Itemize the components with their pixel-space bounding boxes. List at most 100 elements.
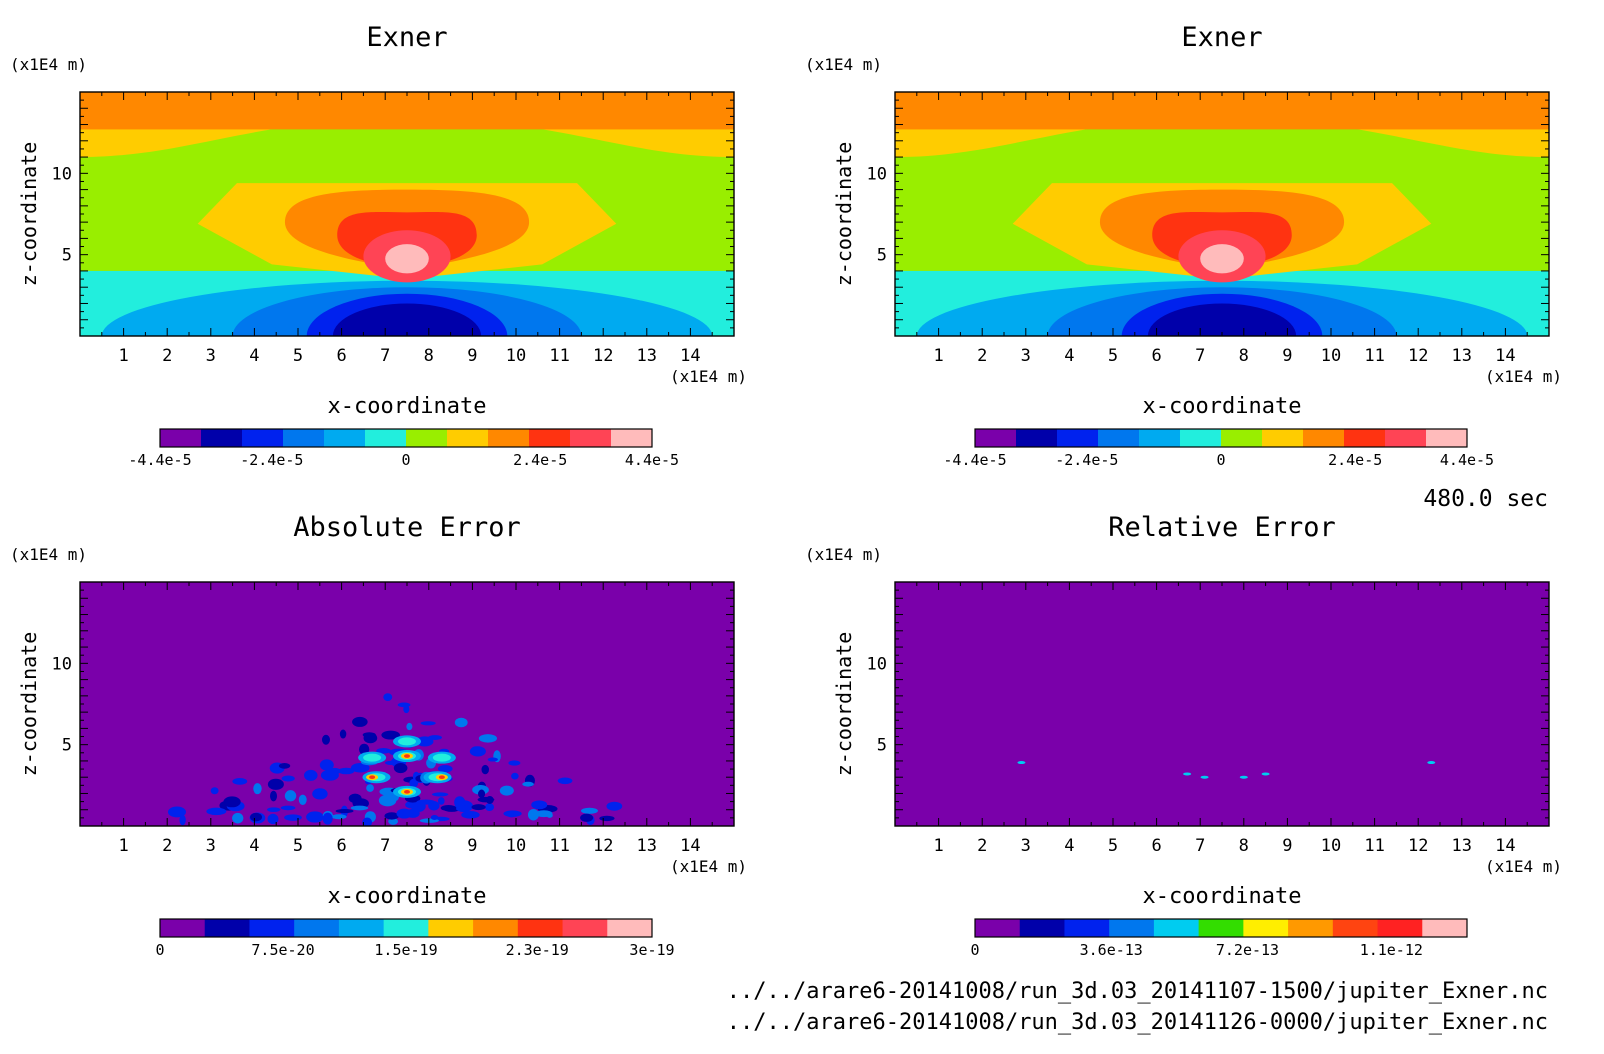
x-tick-label: 1 [933,346,943,366]
colorbar-swatch [1422,919,1468,937]
error-blob [430,815,439,820]
contour-band [385,244,429,274]
colorbar-tick-label: -2.4e-5 [1055,451,1118,469]
y-axis-label: z-coordinate [832,142,856,287]
error-blob [384,812,400,820]
error-blob [535,810,553,818]
error-blob [481,764,490,775]
error-blob [250,812,263,822]
error-blob [478,789,486,799]
error-blob [267,813,279,825]
y-tick-label: 10 [52,164,72,184]
contour-band [332,303,482,336]
x-tick-label: 4 [249,346,259,366]
error-blob [454,796,466,809]
x-tick-label: 3 [206,346,216,366]
error-blob [506,810,517,818]
x-tick-label: 10 [1321,346,1341,366]
colorbar-swatch [406,429,448,447]
colorbar-tick-label: -4.4e-5 [943,451,1006,469]
error-blob [280,805,296,811]
error-blob [469,746,486,757]
error-blob [397,702,411,708]
x-tick-label: 13 [1452,346,1472,366]
x-tick-label: 14 [680,346,700,366]
x-tick-label: 8 [424,836,434,856]
colorbar-swatch [1221,429,1263,447]
colorbar-swatch [611,429,653,447]
error-blob [1261,772,1270,776]
colorbar-swatch [201,429,243,447]
colorbar-swatch [975,429,1017,447]
x-tick-label: 14 [680,836,700,856]
colorbar-tick-label: 0 [1216,451,1225,469]
error-blob [304,769,318,781]
error-blob [319,759,334,771]
colorbar: -4.4e-5 -2.4e-5 0 2.4e-5 4.4e-5 [128,428,679,469]
error-blob [350,805,369,811]
colorbar-tick-label: 3e-19 [629,941,674,959]
colorbar-swatch [428,919,474,937]
panel-title: Exner [1181,22,1262,53]
x-tick-label: 12 [593,836,613,856]
x-unit-label: (x1E4 m) [1485,367,1562,386]
x-tick-label: 8 [1239,836,1249,856]
error-blob [1427,761,1436,765]
colorbar-tick-label: -2.4e-5 [240,451,303,469]
colorbar-swatch [529,429,571,447]
colorbar-swatch [1139,429,1181,447]
error-blob [321,734,330,745]
colorbar-swatch [607,919,653,937]
x-tick-label: 1 [118,346,128,366]
error-blob [508,760,521,766]
error-blob [232,777,248,785]
error-blob [527,808,539,821]
error-blob [335,809,354,814]
colorbar-frame [974,918,1468,938]
x-unit-label: (x1E4 m) [670,367,747,386]
x-tick-label: 8 [1239,346,1249,366]
relative-error-panel: Relative Error (x1E4 m) 1 2 3 4 5 6 7 8 9 10 11 12 1… [805,512,1562,959]
error-blob [363,732,378,744]
colorbar-tick-label: 7.5e-20 [251,941,314,959]
contour-band [895,92,1549,130]
error-blob [350,763,370,773]
colorbar-swatch [1180,429,1222,447]
error-blob [416,799,436,805]
colorbar-swatch [1344,429,1386,447]
x-tick-label: 1 [933,836,943,856]
colorbar-swatch [204,919,250,937]
colorbar-swatch [1243,919,1289,937]
colorbar-tick-label: 1.5e-19 [374,941,437,959]
error-blob [428,735,443,740]
colorbar-tick-label: 4.4e-5 [1440,451,1494,469]
colorbar-frame [159,918,653,938]
colorbar-tick-label: 4.4e-5 [625,451,679,469]
y-axis-label: z-coordinate [832,632,856,777]
error-blob [352,716,368,727]
x-tick-label: 13 [1452,836,1472,856]
error-blob [404,754,410,758]
x-tick-label: 14 [1495,346,1515,366]
error-blob [362,817,373,826]
error-blob [223,796,241,808]
x-tick-label: 2 [162,836,172,856]
error-blob [487,757,498,762]
x-tick-label: 7 [1195,836,1205,856]
error-blob [306,811,324,823]
contour-band [895,582,1549,826]
x-tick-label: 5 [293,836,303,856]
x-tick-label: 13 [637,346,657,366]
y-tick-label: 10 [52,654,72,674]
y-tick-label: 5 [877,246,887,266]
error-blob [580,813,594,822]
error-blob [206,807,227,816]
error-blob [376,748,391,754]
colorbar-swatch [242,429,284,447]
colorbar-swatch [1426,429,1468,447]
x-tick-label: 11 [549,836,569,856]
x-tick-label: 2 [977,346,987,366]
x-tick-label: 11 [549,346,569,366]
